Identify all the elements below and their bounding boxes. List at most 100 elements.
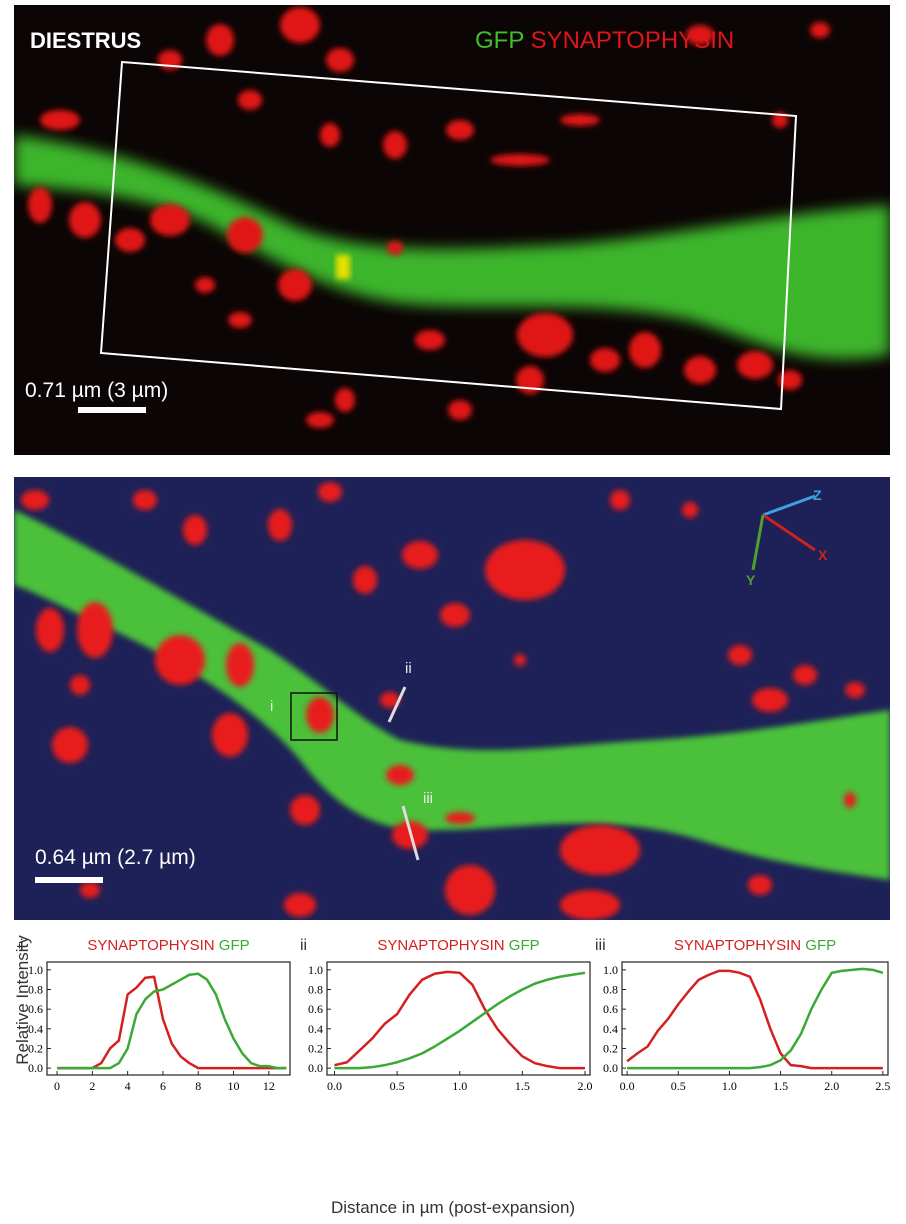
blob	[629, 332, 661, 368]
x-tick-label: 1.0	[452, 1079, 467, 1093]
y-tick-label: 0.6	[603, 1002, 618, 1016]
plot-frame	[46, 961, 291, 1076]
blob	[737, 351, 773, 379]
blob	[28, 187, 52, 223]
scale-bar-label: 0.64 µm (2.7 µm)	[35, 846, 196, 869]
x-tick-label: 0.0	[620, 1079, 635, 1093]
chart-legend: SYNAPTOPHYSIN GFP	[674, 937, 836, 954]
blob	[590, 348, 620, 372]
y-tick-label: 0.0	[28, 1061, 43, 1075]
x-axis-title: Distance in µm (post-expansion)	[331, 1198, 575, 1217]
legend-gfp: GFP	[475, 27, 524, 54]
y-tick-label: 1.0	[603, 963, 618, 977]
blob	[748, 875, 772, 895]
blob	[206, 24, 234, 56]
panel-label: iii	[595, 937, 606, 954]
x-tick-label: 0	[54, 1079, 60, 1093]
blob	[380, 692, 400, 708]
blob	[752, 688, 788, 712]
blob	[212, 713, 248, 757]
blob	[306, 412, 334, 428]
blob	[514, 654, 526, 666]
blob	[445, 865, 495, 915]
blob	[280, 7, 320, 43]
legend-entry: GFP	[509, 937, 540, 954]
blob	[69, 202, 101, 238]
blob	[490, 154, 550, 166]
chart-legend: SYNAPTOPHYSIN GFP	[377, 937, 539, 954]
plot-frame	[326, 961, 591, 1076]
blob	[284, 893, 316, 917]
blob	[228, 312, 252, 328]
x-tick-label: 4	[125, 1079, 131, 1093]
blob	[306, 697, 334, 733]
blob	[52, 727, 88, 763]
legend-entry: GFP	[805, 937, 836, 954]
blob	[40, 110, 80, 130]
blob	[115, 228, 145, 252]
y-tick-label: 1.0	[28, 963, 43, 977]
blob	[448, 400, 472, 420]
line-series	[627, 967, 884, 1070]
blob	[70, 675, 90, 695]
y-tick-label: 0.4	[28, 1022, 43, 1036]
blob	[290, 795, 320, 825]
blob	[415, 330, 445, 350]
x-tick-label: 2.0	[824, 1079, 839, 1093]
line-series	[626, 969, 883, 1070]
blob	[682, 502, 698, 518]
x-tick-label: 2.5	[875, 1079, 890, 1093]
blob	[150, 204, 190, 236]
axis-label: X	[818, 547, 828, 563]
blob	[445, 812, 475, 824]
y-tick-label: 0.8	[308, 983, 323, 997]
x-tick-label: 0.5	[390, 1079, 405, 1093]
x-tick-label: 0.5	[671, 1079, 686, 1093]
blob	[320, 123, 340, 147]
line-series	[57, 972, 287, 1070]
y-tick-label: 0.6	[308, 1002, 323, 1016]
y-axis-title: Relative Intensity	[13, 935, 32, 1065]
blob	[387, 241, 403, 255]
scale-bar-label: 0.71 µm (3 µm)	[25, 379, 168, 402]
blob	[238, 90, 262, 110]
blob	[77, 602, 113, 658]
line-series	[57, 975, 287, 1070]
y-tick-label: 0.0	[603, 1061, 618, 1075]
blob	[684, 356, 716, 384]
y-tick-label: 0.2	[603, 1041, 618, 1055]
blob	[402, 541, 438, 569]
blob	[517, 313, 573, 357]
roi-label: i	[270, 698, 273, 715]
blob	[610, 490, 630, 510]
image-label: DIESTRUS	[30, 28, 141, 53]
blob	[383, 131, 407, 159]
chart-legend: SYNAPTOPHYSIN GFP	[87, 937, 249, 954]
blob	[810, 22, 830, 38]
blob	[80, 882, 100, 898]
blob	[183, 515, 207, 545]
blob	[133, 490, 157, 510]
blob	[195, 277, 215, 293]
blob	[844, 792, 856, 808]
blob	[318, 482, 342, 502]
legend-synaptophysin: SYNAPTOPHYSIN	[531, 27, 735, 54]
image-legend: GFP SYNAPTOPHYSIN	[475, 27, 734, 54]
x-tick-label: 0.0	[327, 1079, 342, 1093]
blob	[386, 765, 414, 785]
x-tick-label: 2	[89, 1079, 95, 1093]
line-series	[334, 970, 585, 1070]
blob	[560, 825, 640, 875]
y-tick-label: 0.6	[28, 1002, 43, 1016]
y-tick-label: 0.2	[28, 1041, 43, 1055]
blob	[845, 682, 865, 698]
blob	[268, 509, 292, 541]
y-tick-label: 0.4	[308, 1022, 323, 1036]
blob	[326, 48, 354, 72]
roi-label: ii	[405, 660, 412, 677]
blob	[335, 388, 355, 412]
plot-frame	[621, 961, 889, 1076]
axis-label: Z	[813, 487, 822, 503]
y-tick-label: 0.4	[603, 1022, 618, 1036]
